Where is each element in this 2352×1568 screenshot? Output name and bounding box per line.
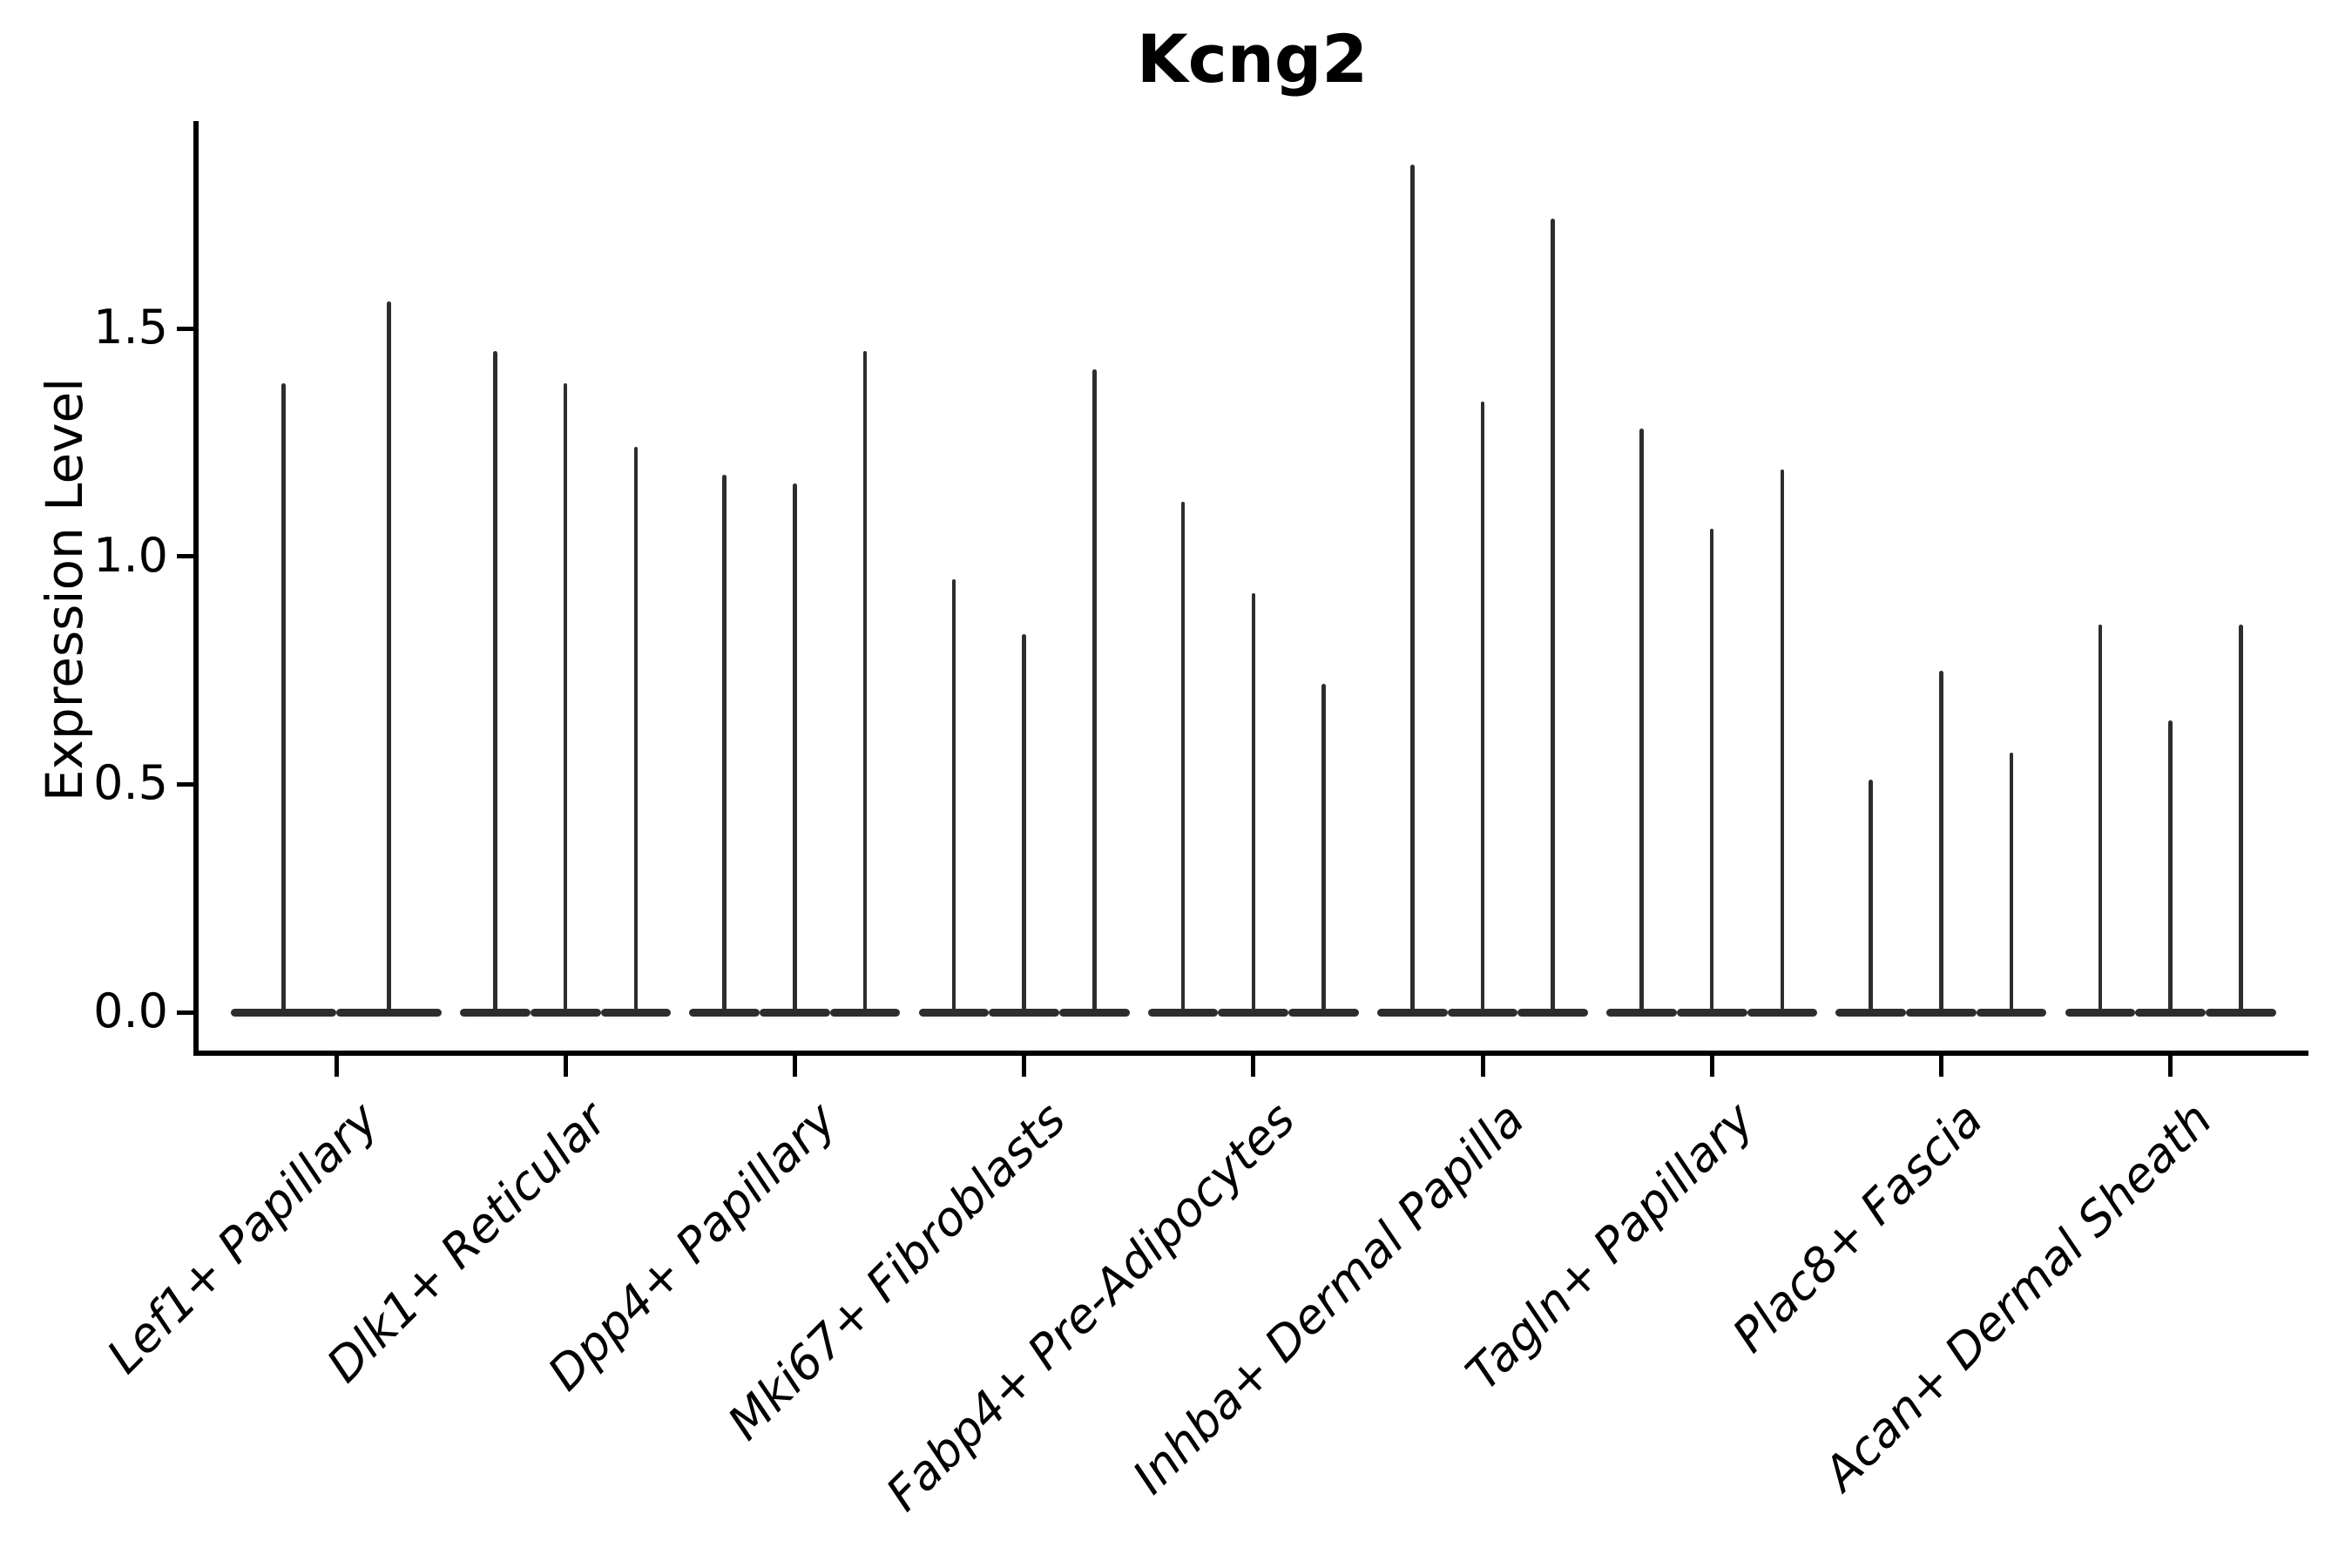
violin-base (336, 1008, 442, 1017)
violin-base (1835, 1008, 1907, 1017)
violin-base (1676, 1008, 1747, 1017)
violin-base (829, 1008, 901, 1017)
violin-spike (493, 351, 497, 1012)
violin-spike (1551, 219, 1555, 1012)
violin-spike (2168, 720, 2173, 1012)
violin-spike (563, 382, 568, 1012)
violin-spike (793, 483, 797, 1012)
violin-spike (387, 301, 391, 1012)
violin-base (2135, 1008, 2206, 1017)
violin-spike (1321, 684, 1326, 1012)
chart-title: Kcng2 (1136, 20, 1369, 98)
violin-base (1976, 1008, 2047, 1017)
violin-base (1218, 1008, 1289, 1017)
violin-spike (633, 447, 639, 1012)
violin-spike (1780, 470, 1785, 1012)
violin-spike (1180, 501, 1186, 1012)
x-tick-label: Inhba+ Dermal Papilla (1122, 1092, 1535, 1505)
y-tick-label: 0.0 (93, 983, 168, 1038)
y-tick-label: 1.0 (93, 527, 168, 583)
violin-spike (1869, 780, 1873, 1012)
x-tick-label: Fabp4+ Pre-Adipocytes (875, 1092, 1306, 1522)
x-tick (563, 1056, 568, 1077)
violin-spike (2098, 625, 2103, 1012)
y-axis-spine (193, 121, 199, 1056)
y-tick-label: 1.5 (93, 300, 168, 355)
violin-base (530, 1008, 601, 1017)
violin-base (600, 1008, 672, 1017)
violin-base (918, 1008, 990, 1017)
violin-base (231, 1008, 336, 1017)
violin-base (2065, 1008, 2136, 1017)
x-tick (1709, 1056, 1714, 1077)
x-tick (1251, 1056, 1256, 1077)
violin-base (689, 1008, 760, 1017)
x-tick (792, 1056, 797, 1077)
violin-base (1747, 1008, 1818, 1017)
violin-spike (1639, 429, 1644, 1012)
y-tick (177, 326, 193, 331)
violin-spike (1410, 164, 1415, 1012)
violin-base (1517, 1008, 1589, 1017)
violin-base (1058, 1008, 1130, 1017)
violin-spike (2009, 752, 2014, 1012)
violin-base (760, 1008, 830, 1017)
y-tick-label: 0.5 (93, 755, 168, 811)
violin-spike (1480, 401, 1485, 1012)
violin-base (1376, 1008, 1448, 1017)
violin-spike (862, 351, 868, 1012)
x-tick (2168, 1056, 2173, 1077)
y-tick (177, 554, 193, 559)
y-tick (177, 1010, 193, 1015)
x-axis-spine (193, 1051, 2308, 1056)
violin-base (989, 1008, 1059, 1017)
x-tick (1022, 1056, 1027, 1077)
x-tick (1480, 1056, 1485, 1077)
x-tick (334, 1056, 339, 1077)
violin-base (1288, 1008, 1359, 1017)
violin-spike (1022, 633, 1026, 1012)
x-tick-label: Acan+ Dermal Sheath (1813, 1092, 2223, 1502)
violin-spike (1251, 592, 1256, 1012)
violin-spike (722, 474, 727, 1012)
violin-spike (2239, 625, 2243, 1012)
violin-base (1906, 1008, 1977, 1017)
violin-spike (1092, 369, 1097, 1012)
violin-spike (1709, 529, 1714, 1012)
violin-spike (281, 382, 286, 1012)
violin-base (460, 1008, 531, 1017)
violin-base (2205, 1008, 2276, 1017)
violin-base (1606, 1008, 1677, 1017)
violin-spike (1939, 670, 1943, 1012)
x-tick (1938, 1056, 1943, 1077)
y-tick (177, 781, 193, 787)
violin-base (1147, 1008, 1219, 1017)
violin-spike (951, 578, 956, 1012)
violin-base (1447, 1008, 1518, 1017)
